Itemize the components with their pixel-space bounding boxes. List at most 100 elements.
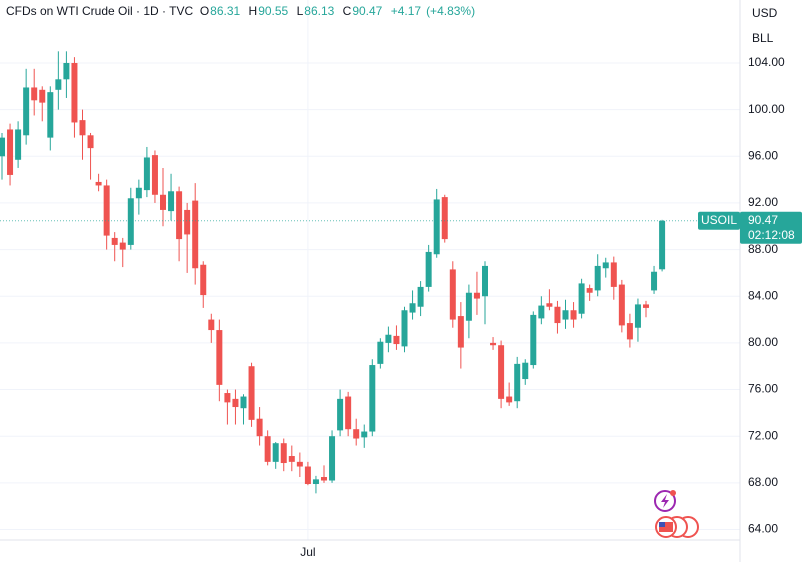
candle-body bbox=[55, 79, 62, 90]
candle-body bbox=[361, 431, 368, 438]
candle-body bbox=[256, 418, 263, 437]
ohlc-key: H bbox=[248, 4, 258, 18]
candle-body bbox=[554, 306, 561, 324]
candle-body bbox=[184, 209, 191, 235]
candle-body bbox=[522, 362, 529, 380]
candle-body bbox=[272, 443, 279, 462]
candle-body bbox=[248, 366, 255, 420]
candle-body bbox=[87, 135, 94, 149]
candle-body bbox=[465, 292, 472, 321]
grid bbox=[0, 0, 740, 540]
ohlc-key: C bbox=[342, 4, 352, 18]
candle-body bbox=[393, 335, 400, 345]
candle-body bbox=[135, 187, 142, 199]
candle-body bbox=[377, 341, 384, 364]
ohlc-value: 86.31 bbox=[210, 4, 241, 18]
candle-body bbox=[329, 436, 336, 481]
candle-body bbox=[586, 288, 593, 293]
candle-body bbox=[401, 310, 408, 347]
candle-body bbox=[425, 251, 432, 287]
symbol-label: USOIL bbox=[701, 213, 737, 227]
candle-body bbox=[602, 262, 609, 269]
candle-body bbox=[594, 265, 601, 291]
candle-body bbox=[473, 292, 480, 299]
candle-body bbox=[409, 303, 416, 313]
candle-body bbox=[0, 137, 5, 157]
candle-body bbox=[385, 334, 392, 343]
candle-body bbox=[119, 242, 126, 250]
symbol-title: CFDs on WTI Crude Oil · 1D · TVC bbox=[6, 4, 194, 18]
ohlc-key: L bbox=[296, 4, 304, 18]
y-tick-label: 84.00 bbox=[748, 288, 778, 302]
candle-body bbox=[457, 316, 464, 348]
candle-body bbox=[160, 194, 166, 210]
currency-button[interactable]: USD bbox=[744, 2, 802, 24]
ohlc-value: 90.47 bbox=[352, 4, 383, 18]
candle-body bbox=[95, 181, 102, 186]
candle-body bbox=[659, 220, 666, 270]
candle-body bbox=[296, 461, 303, 467]
candle-body bbox=[192, 200, 199, 269]
y-tick-label: 80.00 bbox=[748, 335, 778, 349]
candle-body bbox=[353, 429, 360, 439]
candle-body bbox=[23, 87, 30, 136]
ohlc-value: 90.55 bbox=[258, 4, 289, 18]
y-tick-label: 100.00 bbox=[748, 102, 785, 116]
symbol-label-bg bbox=[698, 211, 740, 230]
candle-body bbox=[304, 466, 311, 485]
candle-body bbox=[514, 363, 521, 402]
candle-body bbox=[449, 269, 456, 320]
candle-body bbox=[441, 197, 448, 240]
y-tick-label: 68.00 bbox=[748, 475, 778, 489]
ohlc-key: O bbox=[199, 4, 210, 18]
candle-body bbox=[562, 310, 569, 320]
candle-body bbox=[337, 398, 344, 431]
y-tick-label: 64.00 bbox=[748, 522, 778, 536]
candle-body bbox=[618, 284, 625, 326]
price-label-bg bbox=[740, 211, 802, 244]
candle-body bbox=[643, 304, 649, 308]
candle-body bbox=[530, 314, 537, 366]
y-tick-label: 92.00 bbox=[748, 195, 778, 209]
candle-body bbox=[103, 185, 110, 236]
candle-body bbox=[498, 345, 505, 399]
candle-body bbox=[634, 304, 641, 328]
candle-body bbox=[610, 262, 617, 287]
candle-body bbox=[482, 265, 488, 297]
candle-body bbox=[345, 396, 352, 430]
y-tick-label: 72.00 bbox=[748, 428, 778, 442]
change: +4.17 bbox=[390, 4, 422, 18]
ohlc-value: 86.13 bbox=[304, 4, 335, 18]
candle-body bbox=[626, 323, 633, 340]
candle-body bbox=[31, 87, 38, 101]
candle-body bbox=[7, 129, 14, 175]
candle-body bbox=[200, 264, 207, 296]
candle-body bbox=[321, 477, 327, 481]
candle-body bbox=[240, 396, 247, 409]
candle-body bbox=[111, 237, 118, 245]
y-tick-label: 88.00 bbox=[748, 242, 778, 256]
candle-body bbox=[538, 305, 545, 319]
candle-body bbox=[288, 456, 295, 462]
legend-header: CFDs on WTI Crude Oil · 1D · TVC O86.31 … bbox=[6, 4, 480, 18]
candle-body bbox=[312, 479, 319, 485]
candle-body bbox=[39, 89, 46, 103]
candle-body bbox=[127, 198, 134, 245]
candle-body bbox=[208, 319, 215, 331]
y-tick-label: 96.00 bbox=[748, 148, 778, 162]
candle-body bbox=[506, 396, 513, 403]
candle-body bbox=[232, 398, 239, 408]
x-tick-label: Jul bbox=[300, 545, 315, 559]
candle-body bbox=[216, 330, 223, 385]
event-icon-glyph bbox=[661, 494, 669, 508]
candle-body bbox=[224, 393, 231, 403]
change-percent: (+4.83%) bbox=[426, 4, 476, 18]
countdown-label: 02:12:08 bbox=[748, 228, 795, 242]
candle-body bbox=[433, 199, 440, 255]
unit-button[interactable]: BLL bbox=[744, 27, 802, 49]
candle-body bbox=[176, 191, 183, 240]
candle-body bbox=[651, 271, 658, 291]
candle-body bbox=[63, 62, 70, 80]
